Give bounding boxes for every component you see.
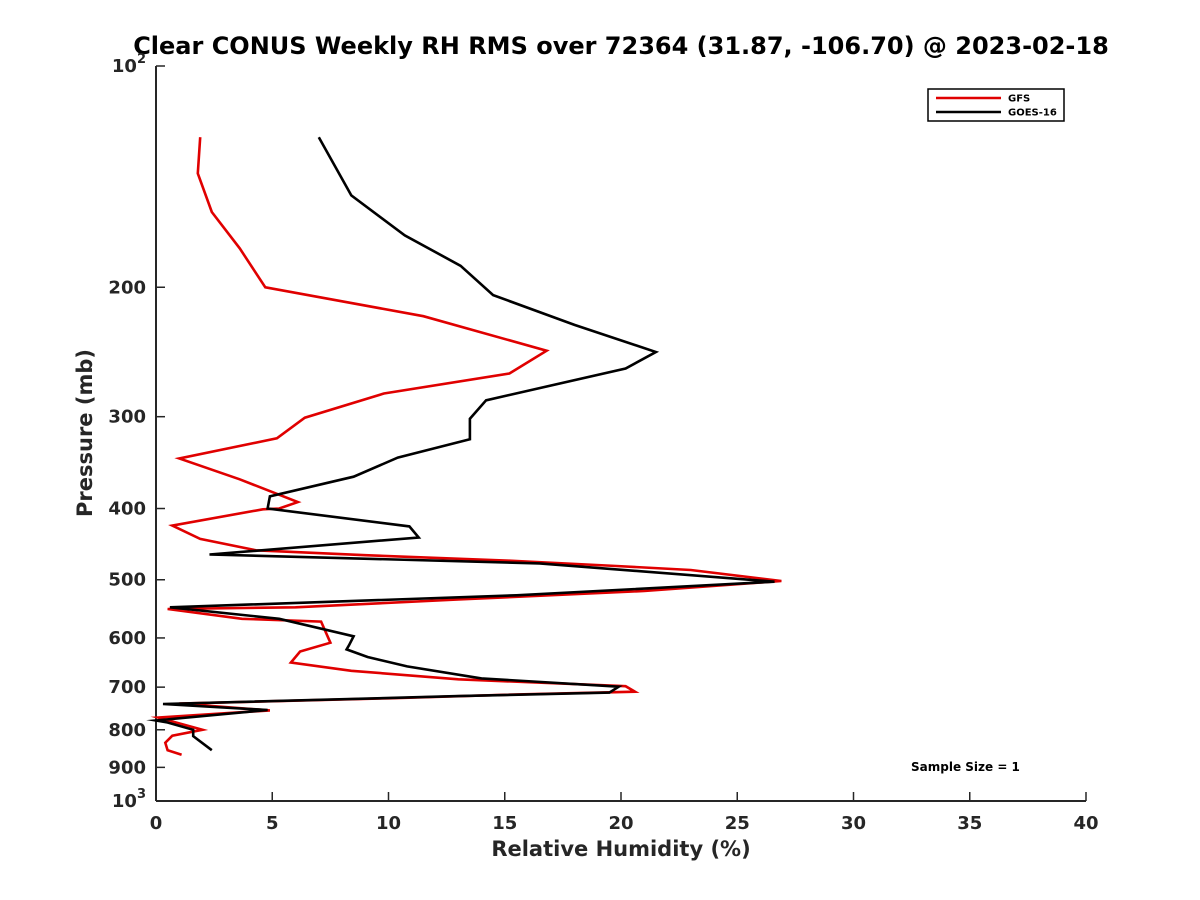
chart-title: Clear CONUS Weekly RH RMS over 72364 (31… — [133, 32, 1109, 60]
y-tick-label: 800 — [108, 720, 146, 741]
sample-size-annotation: Sample Size = 1 — [911, 760, 1020, 774]
y-tick-label: 600 — [108, 628, 146, 649]
y-tick-label-exponent: 3 — [137, 787, 146, 802]
y-tick-label: 200 — [108, 277, 146, 298]
x-tick-label: 5 — [266, 813, 279, 834]
y-tick-label-base: 10 — [112, 56, 137, 77]
x-tick-label: 10 — [376, 813, 401, 834]
legend-label: GFS — [1008, 94, 1030, 105]
legend-label: GOES-16 — [1008, 108, 1057, 119]
x-ticks: 0 5 10 15 20 25 30 35 40 — [150, 792, 1099, 834]
x-tick-label: 15 — [492, 813, 517, 834]
y-tick-label: 300 — [108, 407, 146, 428]
legend-box — [927, 88, 1065, 122]
y-tick-label: 700 — [108, 677, 146, 698]
legend-entries: GFS GOES-16 — [936, 94, 1057, 119]
y-axis-label: Pressure (mb) — [73, 349, 97, 517]
x-tick-label: 40 — [1073, 813, 1098, 834]
y-tick-label: 900 — [108, 757, 146, 778]
series-line-goes-16 — [146, 136, 775, 752]
x-tick-label: 25 — [725, 813, 750, 834]
y-tick-label: 102 — [112, 52, 146, 77]
series-lines — [146, 136, 782, 756]
x-tick-label: 30 — [841, 813, 866, 834]
y-tick-label: 400 — [108, 499, 146, 520]
x-tick-label: 20 — [608, 813, 633, 834]
x-tick-label: 0 — [150, 813, 163, 834]
y-tick-label-exponent: 2 — [137, 52, 146, 67]
series-line-gfs — [150, 137, 782, 756]
y-tick-label: 500 — [108, 570, 146, 591]
x-tick-label: 35 — [957, 813, 982, 834]
y-tick-label: 103 — [112, 787, 146, 812]
legend: GFS GOES-16 — [927, 88, 1065, 122]
x-axis-label: Relative Humidity (%) — [491, 837, 750, 861]
y-tick-label-base: 10 — [112, 791, 137, 812]
plot-area: 0 5 10 15 20 25 30 35 40 10220030040050060070080… — [108, 52, 1098, 834]
